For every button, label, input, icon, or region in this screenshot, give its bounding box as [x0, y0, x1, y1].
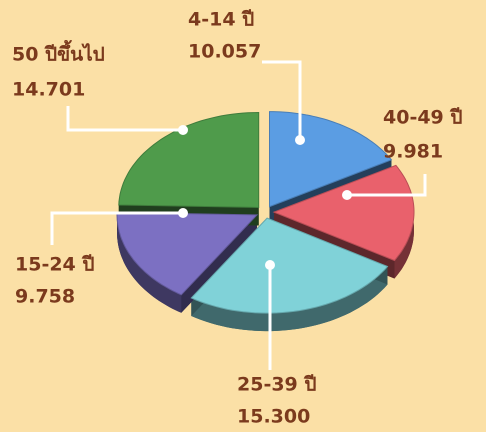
leader-line — [50, 211, 183, 245]
leader-line — [66, 106, 183, 132]
slice — [190, 217, 389, 314]
value-label: 15.300 — [237, 406, 310, 428]
value-label: 10.057 — [188, 41, 261, 63]
category-label: 40-49 ปี — [383, 107, 462, 129]
leader-dot — [342, 190, 352, 200]
slice-side — [191, 266, 388, 332]
category-label: 50 ปีขึ้นไป — [12, 40, 105, 66]
slice — [118, 111, 260, 209]
leader-dot — [295, 135, 305, 145]
category-label: 4-14 ปี — [188, 9, 254, 31]
slice — [272, 164, 415, 262]
value-label: 14.701 — [12, 79, 85, 101]
slice — [116, 211, 259, 296]
leader-dot — [178, 208, 188, 218]
value-label: 9.981 — [383, 141, 443, 163]
leader-line — [347, 174, 427, 197]
category-label: 15-24 ปี — [15, 254, 94, 276]
category-label: 25-39 ปี — [237, 374, 316, 396]
leader-dot — [265, 260, 275, 270]
leader-dot — [178, 125, 188, 135]
value-label: 9.758 — [15, 286, 75, 308]
leader-line — [262, 60, 302, 140]
slice-side — [117, 212, 182, 313]
